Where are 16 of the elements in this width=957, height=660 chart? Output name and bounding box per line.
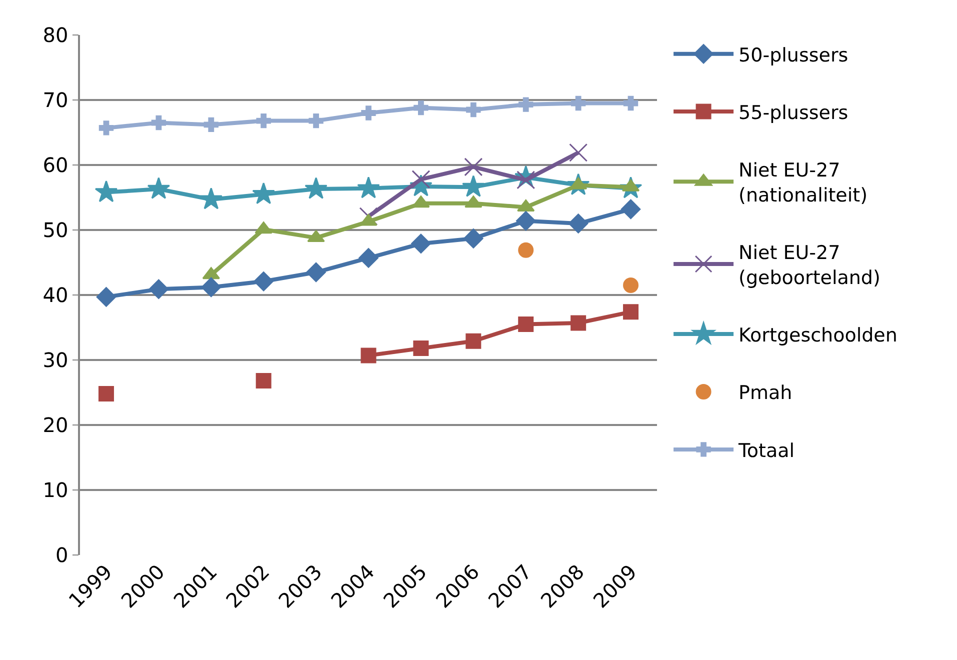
y-tick-label: 80 <box>42 23 68 47</box>
y-tick-label: 30 <box>42 348 68 372</box>
y-tick-label: 60 <box>42 153 68 177</box>
y-tick-label: 70 <box>42 88 68 112</box>
y-tick-label: 10 <box>42 478 68 502</box>
legend-label: Kortgeschoolden <box>738 324 898 346</box>
legend-label: 50-plussers <box>738 44 848 66</box>
legend-label: Niet EU-27 (nationaliteit) <box>738 160 868 206</box>
legend-label: 55-plussers <box>738 102 848 124</box>
y-tick-label: 40 <box>42 283 68 307</box>
legend-label: Niet EU-27 (geboorteland) <box>738 242 880 289</box>
y-tick-label: 0 <box>56 543 68 567</box>
legend-label: Pmah <box>738 382 792 404</box>
legend-label: Totaal <box>738 440 795 462</box>
y-tick-label: 20 <box>42 413 68 437</box>
y-tick-label: 50 <box>42 218 68 242</box>
